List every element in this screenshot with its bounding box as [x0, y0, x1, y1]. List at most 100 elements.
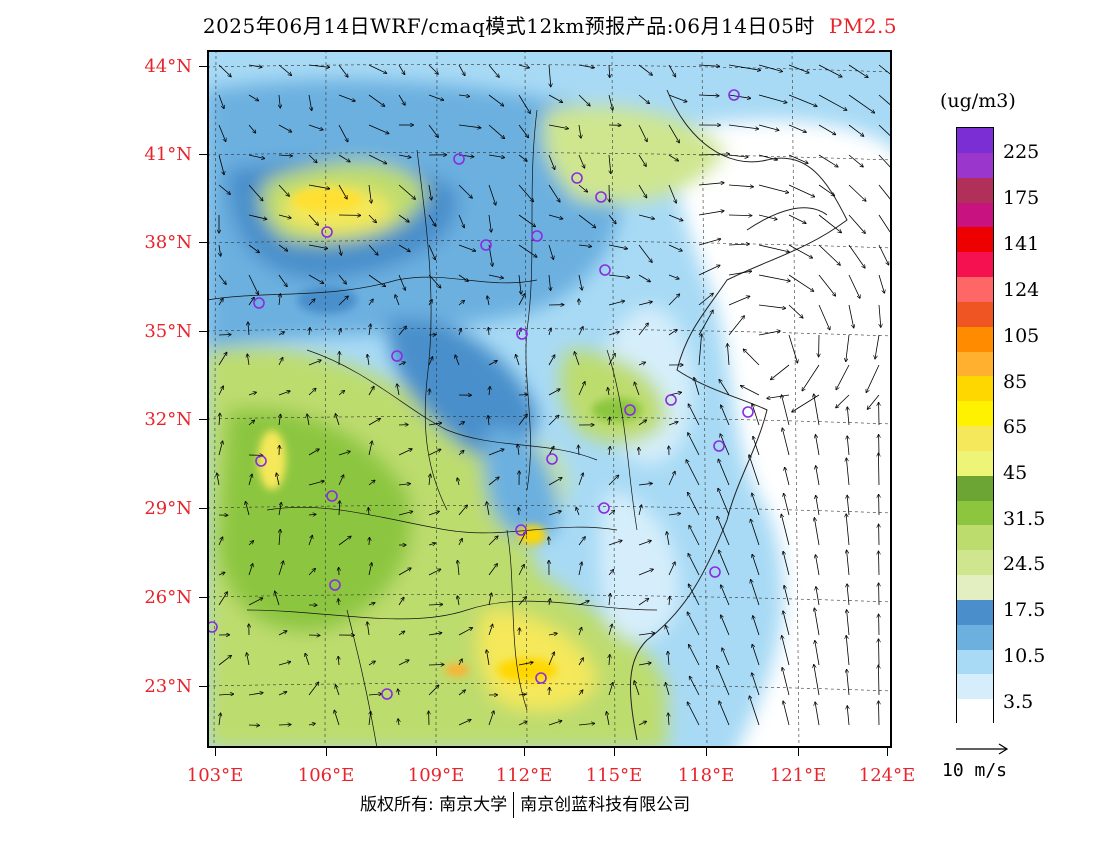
wind-arrow: [638, 420, 646, 426]
wind-arrow: [308, 682, 319, 696]
wind-arrow: [698, 65, 719, 66]
wind-arrow: [638, 184, 647, 198]
wind-arrow: [338, 124, 348, 142]
wind-arrow: [638, 483, 652, 485]
wind-arrow: [758, 94, 787, 103]
lon-tick: [706, 748, 707, 756]
wind-arrow: [609, 447, 610, 456]
wind-arrow: [608, 244, 627, 249]
wind-arrow: [368, 244, 378, 255]
wind-arrow: [758, 124, 779, 130]
footer-separator: [513, 792, 515, 818]
wind-arrow: [368, 419, 380, 426]
chart-title: 2025年06月14日WRF/cmaq模式12km预报产品:06月14日05时 P…: [0, 10, 1100, 39]
wind-arrow: [727, 344, 729, 366]
legend-label: 105: [1003, 325, 1040, 347]
color-bar-segment: [957, 624, 993, 650]
wind-arrow: [367, 355, 369, 366]
wind-arrow: [878, 274, 884, 293]
wind-arrow: [718, 489, 730, 516]
color-bar-segment: [957, 699, 993, 725]
wind-arrow: [668, 294, 680, 306]
wind-arrow: [248, 392, 256, 396]
wind-arrow: [548, 244, 553, 259]
wind-arrow: [218, 572, 225, 575]
wind-arrow: [488, 274, 503, 278]
wind-arrow: [815, 702, 820, 726]
lat-label-26: 26°N: [144, 587, 192, 608]
wind-arrow: [578, 690, 583, 696]
legend-label: 24.5: [1003, 553, 1046, 575]
lat-tick: [199, 331, 207, 332]
wind-arrow: [428, 449, 441, 456]
station-marker: [391, 350, 403, 362]
wind-arrow: [518, 184, 533, 202]
legend-label: 3.5: [1003, 691, 1034, 713]
wind-arrow: [752, 493, 760, 516]
wind-arrow: [758, 274, 790, 281]
wind-arrow: [488, 184, 496, 205]
station-marker: [709, 566, 721, 578]
wind-arrow: [398, 184, 415, 199]
wind-arrow: [518, 294, 525, 306]
wind-arrow: [338, 64, 348, 77]
wind-arrow: [668, 274, 679, 279]
wind-arrow: [784, 586, 790, 606]
wind-arrow: [758, 331, 780, 336]
wind-arrow: [516, 355, 520, 366]
wind-arrow: [279, 294, 280, 306]
wind-arrow: [608, 683, 613, 696]
wind-arrow: [848, 304, 854, 328]
station-marker: [665, 394, 677, 406]
wind-arrow: [749, 696, 760, 726]
wind-arrow: [638, 323, 648, 336]
wind-arrow: [846, 458, 850, 486]
wind-arrow: [719, 701, 730, 726]
wind-arrow: [338, 274, 346, 284]
wind-arrow: [368, 508, 369, 516]
station-marker: [598, 502, 610, 514]
wind-arrow: [308, 274, 324, 283]
wind-arrow: [488, 624, 493, 636]
lon-label-106: 106°E: [297, 765, 355, 786]
wind-arrow: [728, 64, 760, 70]
wind-reference-arrow: [956, 743, 1009, 755]
wind-arrow: [634, 382, 640, 396]
station-marker: [624, 404, 636, 416]
wind-arrow: [548, 214, 563, 219]
wind-arrow: [668, 64, 676, 77]
wind-arrow: [429, 474, 430, 486]
station-marker: [742, 406, 754, 418]
legend-label: 10.5: [1003, 645, 1046, 667]
wind-arrow: [248, 298, 254, 306]
wind-arrow: [578, 445, 579, 456]
wind-arrow: [638, 599, 649, 606]
wind-arrow: [758, 304, 785, 308]
wind-arrow: [814, 518, 820, 546]
wind-arrow: [248, 420, 254, 426]
lat-tick: [199, 242, 207, 243]
legend-unit: (ug/m3): [940, 90, 1016, 112]
wind-arrow: [638, 721, 646, 726]
wind-arrow: [308, 154, 317, 163]
pm25-field-svg: [207, 50, 892, 748]
wind-arrow: [638, 569, 653, 576]
wind-arrow: [488, 449, 504, 456]
wind-arrow: [802, 364, 820, 391]
wind-arrow: [867, 394, 880, 409]
wind-arrow: [698, 239, 721, 246]
wind-arrow: [548, 478, 562, 486]
wind-arrow: [428, 633, 442, 636]
wind-arrow: [457, 478, 459, 486]
wind-arrow: [668, 652, 669, 666]
color-bar-segment: [957, 500, 993, 526]
wind-arrow: [368, 94, 385, 106]
wind-arrow: [782, 668, 790, 696]
wind-arrow: [847, 584, 850, 606]
wind-arrow: [458, 422, 464, 426]
wind-arrow: [818, 124, 836, 135]
wind-arrow: [878, 64, 892, 78]
wind-arrow: [518, 274, 521, 294]
wind-arrow: [338, 599, 339, 606]
wind-arrow: [458, 244, 476, 251]
